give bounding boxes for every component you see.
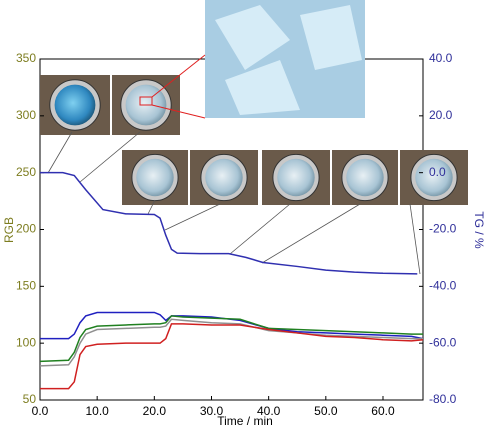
zoom-line (151, 54, 206, 98)
y2-tick-label: 40.0 (429, 51, 453, 65)
x-tick-label: 30.0 (200, 404, 224, 418)
y2-tick-label: 20.0 (429, 108, 453, 122)
y2-tick-label: -80.0 (429, 392, 457, 406)
y-tick-label: 100 (16, 335, 36, 349)
dish (54, 84, 96, 126)
y-tick-label: 250 (16, 165, 36, 179)
y2-tick-label: 0.0 (429, 165, 446, 179)
dish (136, 158, 174, 197)
leader-lines (47, 131, 421, 275)
data-line (40, 323, 424, 390)
dish (205, 158, 243, 197)
data-line (40, 171, 418, 275)
y-axis-title: RGB (2, 217, 16, 243)
y2-axis-title: TG / % (472, 211, 486, 249)
crystal-shapes (215, 5, 362, 115)
x-axis-title: Time / min (217, 414, 273, 428)
leader-line (164, 203, 221, 231)
data-line (39, 315, 423, 363)
x-tick-label: 60.0 (371, 404, 395, 418)
y-tick-label: 150 (16, 279, 36, 293)
dish (346, 158, 384, 197)
zoom-line (151, 104, 206, 119)
data-line (39, 318, 423, 367)
y2-tick-label: -40.0 (429, 279, 457, 293)
leader-line (147, 199, 156, 215)
y-tick-label: 300 (16, 108, 36, 122)
leader-line (229, 203, 291, 255)
zoom-box (139, 96, 153, 106)
y-tick-label: 50 (23, 392, 37, 406)
x-tick-label: 40.0 (257, 404, 281, 418)
y-tick-label: 350 (16, 51, 36, 65)
x-tick-label: 50.0 (314, 404, 338, 418)
leader-line (409, 203, 421, 275)
leader-line (261, 203, 361, 264)
x-tick-label: 20.0 (143, 404, 167, 418)
x-tick-label: 0.0 (32, 404, 49, 418)
x-tick-label: 10.0 (85, 404, 109, 418)
leader-line (47, 131, 73, 174)
y2-tick-label: -20.0 (429, 222, 457, 236)
y2-tick-label: -60.0 (429, 335, 457, 349)
dish (415, 158, 453, 197)
y-tick-label: 200 (16, 222, 36, 236)
leader-line (79, 131, 141, 183)
dish (277, 158, 315, 197)
photos (40, 75, 468, 205)
